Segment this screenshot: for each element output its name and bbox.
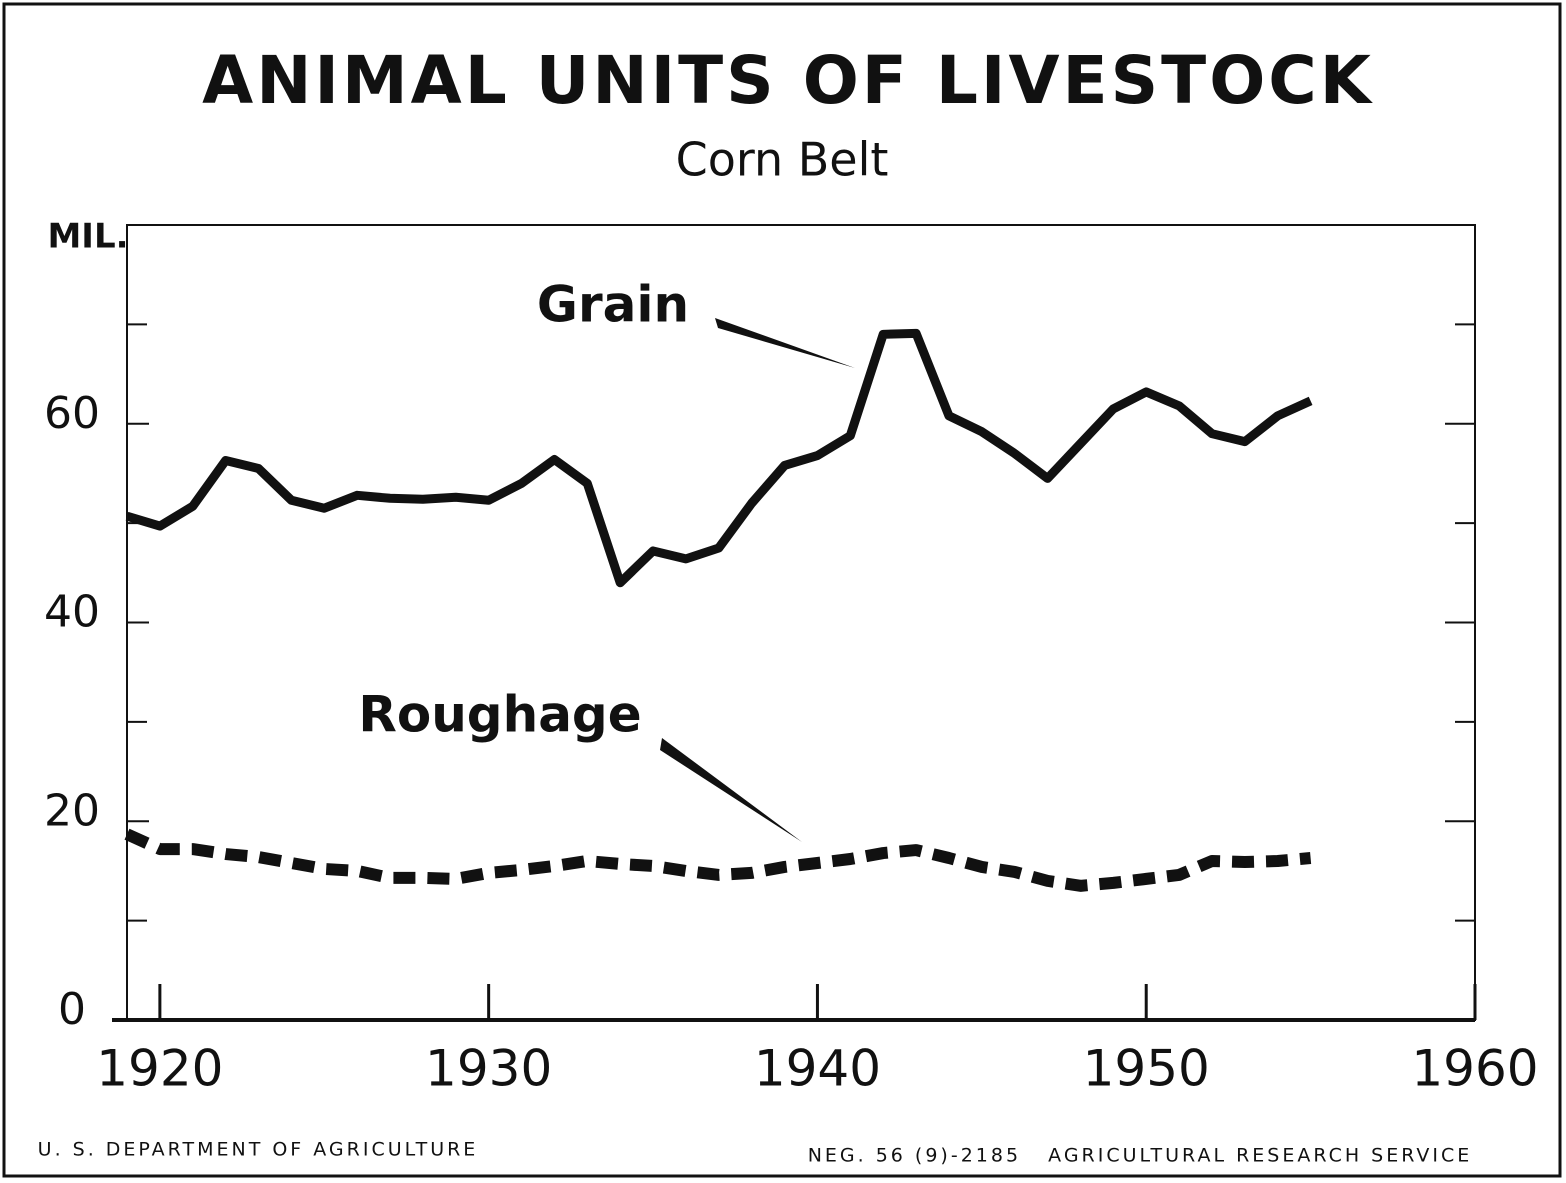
plot-frame: [126, 224, 1476, 1021]
x-tick-label: 1940: [754, 1040, 881, 1098]
series-label: Roughage: [358, 686, 641, 744]
series-label: Grain: [537, 276, 689, 334]
pointer: [660, 738, 802, 842]
pointer: [715, 318, 855, 368]
y-tick-label: 40: [44, 587, 100, 638]
y-tick-label: 0: [58, 984, 86, 1035]
x-tick-label: 1920: [96, 1040, 223, 1098]
y-tick-label: 60: [44, 388, 100, 439]
series-line: [125, 328, 1313, 588]
x-tick-label: 1950: [1083, 1040, 1210, 1098]
chart-title: ANIMAL UNITS OF LIVESTOCK: [202, 42, 1374, 119]
y-tick-label: 20: [44, 785, 100, 836]
footer-left: U. S. DEPARTMENT OF AGRICULTURE: [38, 1139, 479, 1161]
series-line: [124, 828, 1312, 892]
x-tick-label: 1930: [425, 1040, 552, 1098]
x-tick-label: 1960: [1411, 1040, 1538, 1098]
chart-subtitle: Corn Belt: [676, 133, 889, 187]
footer-right: NEG. 56 (9)-2185 AGRICULTURAL RESEARCH S…: [808, 1145, 1473, 1167]
y-axis-label: MIL.: [47, 217, 128, 257]
